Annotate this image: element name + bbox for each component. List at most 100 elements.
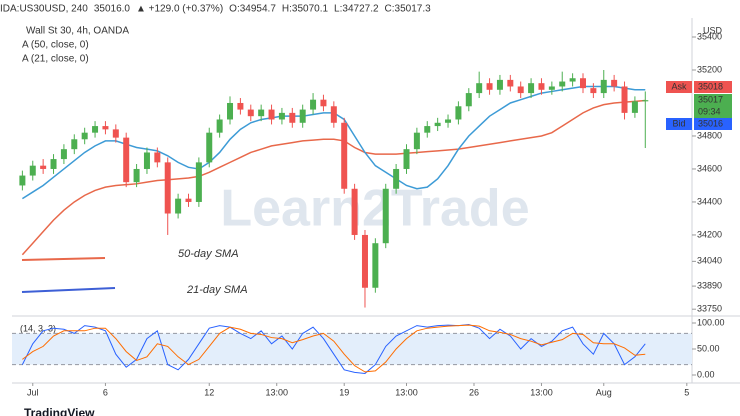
y-tick-label: 34200 [697, 229, 722, 239]
annotation: 50-day SMA [178, 248, 239, 260]
candle-body [361, 234, 368, 288]
candle-body [320, 99, 327, 107]
stoch-label: (14, 3, 3) [20, 323, 56, 333]
header-item: L:34727.2 [334, 4, 379, 15]
candle-body [206, 132, 213, 163]
annotation-line [21, 257, 106, 261]
candle-body [351, 188, 358, 235]
x-tick-label: 6 [103, 387, 108, 397]
annotation-line [21, 287, 116, 293]
price-badge-tag-label: Bid [672, 118, 685, 128]
candle-body [600, 79, 607, 94]
candle-body [403, 149, 410, 169]
x-tick-label: 26 [469, 387, 479, 397]
y-tick-label: 33890 [697, 280, 722, 290]
header-item: C:35017.3 [385, 4, 432, 15]
candle-body [372, 243, 379, 288]
stoch-line [21, 324, 646, 374]
candle-body [71, 139, 78, 150]
y-tick-label: 35400 [697, 31, 722, 41]
watermark: Learn2Trade [220, 180, 529, 238]
header-item: IDA:US30USD, 240 [0, 4, 88, 15]
candle-body [289, 112, 296, 123]
price-badge [694, 81, 732, 93]
candle-body [195, 162, 202, 202]
x-tick-label: 19 [339, 387, 349, 397]
legend-sma21: A (21, close, 0) [22, 54, 89, 65]
candle-body [60, 149, 67, 160]
candle-body [247, 109, 254, 117]
price-badge-time: 09:34 [698, 106, 721, 116]
candle-body [92, 126, 99, 133]
candle-body [112, 129, 119, 138]
candle-body [465, 93, 472, 107]
candle-body [278, 112, 285, 120]
header-item: H:35070.1 [282, 4, 329, 15]
candle-body [631, 101, 638, 113]
x-tick-label: 12 [204, 387, 214, 397]
candle-body [559, 81, 566, 87]
header-item: O:34954.7 [229, 4, 276, 15]
candle-body [164, 162, 171, 214]
candle-body [486, 83, 493, 90]
x-tick-label: Jul [27, 387, 39, 397]
candle-body [496, 79, 503, 90]
candle-body [642, 100, 649, 102]
candle-body [341, 122, 348, 189]
price-badge-label: 35016 [698, 118, 723, 128]
y-tick-label: 0.00 [697, 369, 715, 379]
x-tick-label: 13:00 [530, 387, 553, 397]
currency: USD [703, 25, 723, 35]
candle-body [102, 126, 109, 130]
legend-sma50: A (50, close, 0) [22, 40, 89, 51]
candle-body [185, 198, 192, 202]
candle-body [40, 165, 47, 169]
stoch-line [22, 324, 646, 373]
candle-body [611, 79, 618, 87]
candle-body [133, 168, 140, 183]
y-tick-label: 34040 [697, 256, 722, 266]
price-badge-tag [666, 118, 692, 130]
y-tick-label: 100.00 [697, 317, 725, 327]
y-tick-label: 35200 [697, 64, 722, 74]
footer-brand: TradingView [24, 406, 95, 416]
x-tick-label: 5 [684, 387, 689, 397]
candle-body [621, 86, 628, 113]
candle-body [579, 78, 586, 89]
candle-body [154, 152, 161, 163]
candle-body [517, 86, 524, 94]
price-badge-tag-label: Ask [671, 81, 687, 91]
price-badge-label: 35018 [698, 81, 723, 91]
candle-body [590, 88, 597, 94]
header-item: 35016.0 [94, 4, 131, 15]
candle-body [175, 198, 182, 214]
candle-body [413, 132, 420, 150]
header-item: ▲ +129.0 (+0.37%) [136, 4, 223, 15]
candle-body [50, 159, 57, 169]
candle-body [476, 83, 483, 94]
stoch-band [12, 333, 692, 365]
candle-body [268, 109, 275, 120]
y-tick-label: 50.00 [697, 343, 720, 353]
candle-body [393, 168, 400, 189]
candle-body [143, 152, 150, 169]
candle-body [528, 83, 535, 94]
candle-body [507, 79, 514, 87]
price-badge [694, 94, 732, 118]
candle-body [434, 122, 441, 127]
candle-body [569, 78, 576, 82]
y-tick-label: 34400 [697, 196, 722, 206]
price-badge-label: 35017 [698, 94, 723, 104]
annotation: 21-day SMA [186, 284, 248, 296]
candle-body [237, 102, 244, 110]
candle-body [19, 175, 26, 186]
y-tick-label: 34800 [697, 130, 722, 140]
candle-body [382, 188, 389, 244]
x-tick-label: 13:00 [265, 387, 288, 397]
candle-body [299, 109, 306, 123]
candle-body [216, 119, 223, 133]
price-badge-tag [666, 81, 692, 93]
candle-body [455, 106, 462, 120]
symbol-name: Wall St 30, 4h, OANDA [26, 26, 129, 37]
